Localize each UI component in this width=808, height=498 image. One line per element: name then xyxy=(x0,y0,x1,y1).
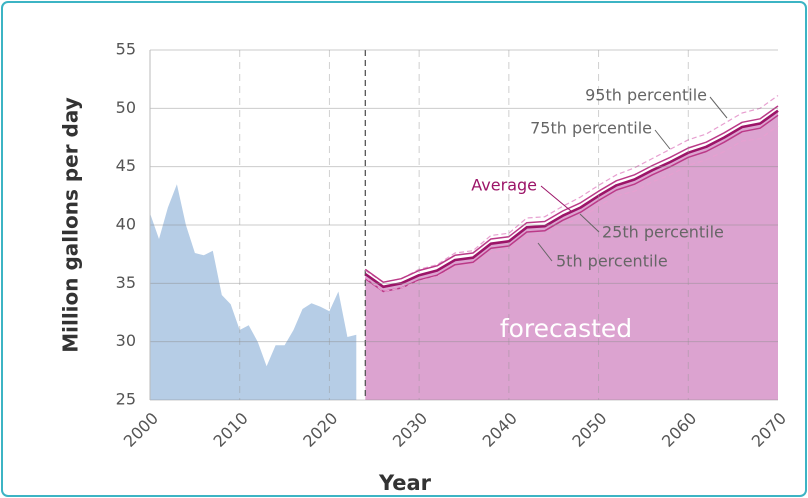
leader-line xyxy=(709,96,728,119)
y-tick-label: 35 xyxy=(116,273,136,292)
line xyxy=(364,125,779,293)
line xyxy=(364,95,779,283)
y-tick-label: 25 xyxy=(116,390,136,409)
y-tick-label: 45 xyxy=(116,156,136,175)
line xyxy=(364,105,779,283)
series-label: 25th percentile xyxy=(602,223,724,242)
area xyxy=(365,110,778,400)
annotation: forecasted xyxy=(500,314,632,343)
x-axis-label: Year xyxy=(378,471,432,495)
y-tick-label: 55 xyxy=(116,40,136,59)
line xyxy=(364,109,779,289)
leader-line xyxy=(579,213,600,233)
series-label: 75th percentile xyxy=(530,119,652,138)
series-label: Average xyxy=(471,176,537,195)
y-tick-label: 50 xyxy=(116,98,136,117)
y-tick-label: 40 xyxy=(116,215,136,234)
leader-line xyxy=(654,129,671,150)
y-tick-label: 30 xyxy=(116,331,136,350)
line xyxy=(364,114,779,293)
area xyxy=(150,184,357,400)
series-label: 5th percentile xyxy=(556,252,668,271)
series-label: 95th percentile xyxy=(585,86,707,105)
leader-line xyxy=(540,185,572,212)
y-axis-label: Million gallons per day xyxy=(59,97,83,353)
leader-line xyxy=(537,242,553,262)
